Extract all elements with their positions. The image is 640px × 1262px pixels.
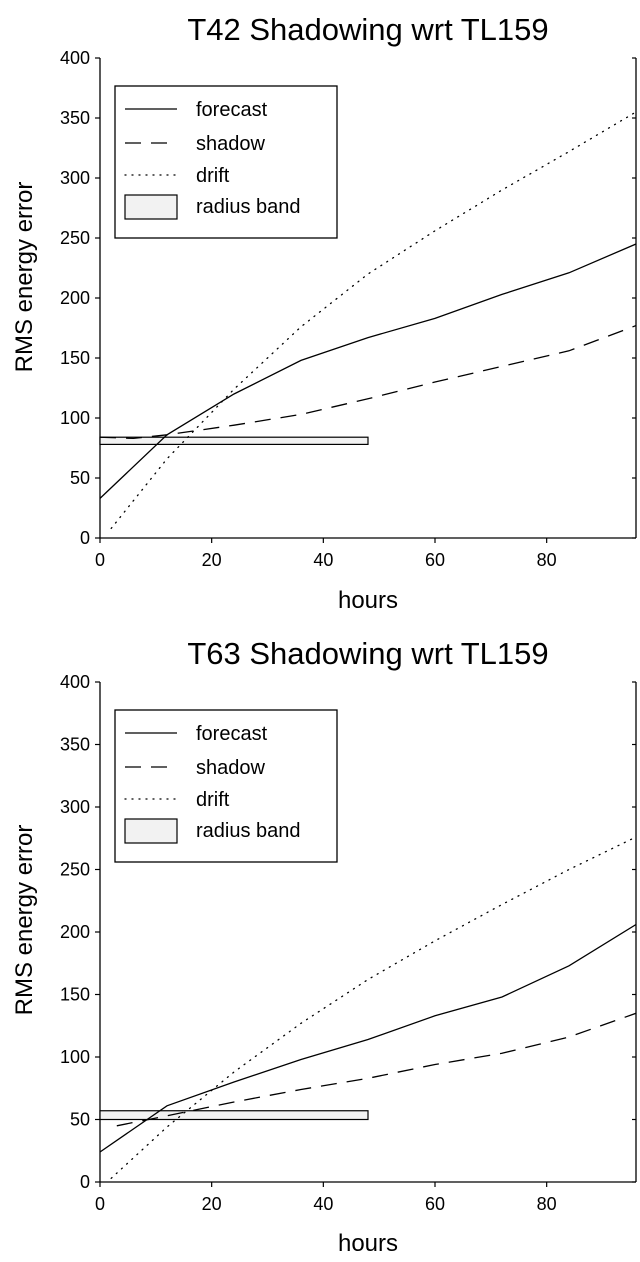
y-axis-label: RMS energy error (11, 825, 38, 1016)
legend-label-forecast: forecast (196, 99, 268, 121)
legend-label-drift: drift (196, 789, 230, 811)
series-line-shadow (116, 1012, 637, 1127)
x-tick-label: 80 (537, 550, 557, 570)
x-axis-label: hours (338, 1230, 398, 1257)
legend-label-shadow: shadow (196, 133, 265, 155)
chart-title: T42 Shadowing wrt TL159 (187, 12, 548, 47)
x-tick-label: 40 (313, 550, 333, 570)
legend-label-radius-band: radius band (196, 820, 301, 842)
y-axis-label: RMS energy error (11, 182, 38, 373)
radius-band-bar (99, 1110, 369, 1121)
series-line-forecast (99, 243, 637, 499)
y-tick-label: 100 (60, 1047, 90, 1067)
y-tick-label: 250 (60, 228, 90, 248)
series-line-shadow (99, 324, 637, 440)
legend-swatch-radius-band (124, 194, 178, 220)
y-tick-label: 100 (60, 408, 90, 428)
y-tick-label: 400 (60, 672, 90, 692)
legend-label-radius-band: radius band (196, 196, 301, 218)
legend-label-forecast: forecast (196, 723, 268, 745)
y-tick-label: 200 (60, 922, 90, 942)
y-tick-label: 50 (70, 1110, 90, 1130)
x-tick-label: 80 (537, 1194, 557, 1214)
chart-t63-panel: T63 Shadowing wrt TL159 hours RMS energy… (11, 636, 637, 1257)
y-tick-label: 350 (60, 735, 90, 755)
y-tick-label: 400 (60, 48, 90, 68)
series-line-forecast (99, 923, 637, 1153)
legend: forecast shadow drift radius band (114, 709, 338, 863)
x-tick-label: 60 (425, 1194, 445, 1214)
y-tick-label: 150 (60, 348, 90, 368)
legend-label-shadow: shadow (196, 757, 265, 779)
x-tick-label: 40 (313, 1194, 333, 1214)
x-tick-label: 20 (202, 1194, 222, 1214)
legend-label-drift: drift (196, 165, 230, 187)
y-tick-label: 350 (60, 108, 90, 128)
x-tick-label: 0 (95, 550, 105, 570)
legend: forecast shadow drift radius band (114, 85, 338, 239)
x-axis-label: hours (338, 587, 398, 614)
y-tick-label: 250 (60, 860, 90, 880)
y-tick-label: 200 (60, 288, 90, 308)
legend-swatch-radius-band (124, 818, 178, 844)
y-tick-label: 300 (60, 168, 90, 188)
x-tick-label: 0 (95, 1194, 105, 1214)
radius-band-bar (99, 436, 369, 446)
chart-t42-panel: T42 Shadowing wrt TL159 hours RMS energy… (11, 12, 637, 614)
chart-title: T63 Shadowing wrt TL159 (187, 636, 548, 671)
y-tick-label: 50 (70, 468, 90, 488)
y-tick-label: 0 (80, 528, 90, 548)
y-tick-label: 0 (80, 1172, 90, 1192)
x-tick-label: 60 (425, 550, 445, 570)
y-tick-label: 150 (60, 985, 90, 1005)
y-tick-label: 300 (60, 797, 90, 817)
x-tick-label: 20 (202, 550, 222, 570)
series-line-drift (110, 836, 637, 1179)
